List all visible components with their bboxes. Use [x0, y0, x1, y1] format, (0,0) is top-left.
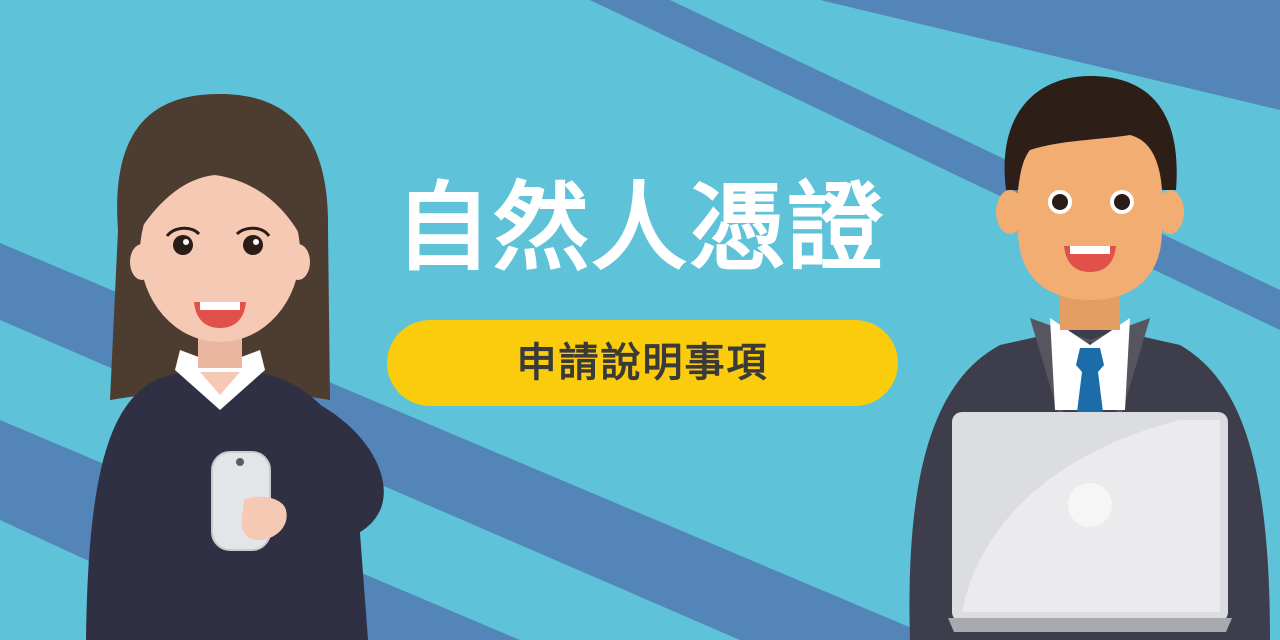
man-eye-right: [1114, 194, 1130, 210]
woman-teeth: [200, 302, 240, 310]
woman-arm: [262, 395, 384, 546]
businessman-illustration: [909, 76, 1270, 640]
woman-eye-right: [243, 235, 263, 255]
man-eye-left: [1052, 194, 1068, 210]
woman-ear-right: [286, 244, 310, 280]
businesswoman-illustration: [86, 94, 384, 640]
woman-hand: [241, 496, 287, 540]
man-tie: [1076, 348, 1104, 420]
woman-lash-left: [165, 226, 201, 238]
woman-eye-shine-left: [183, 239, 189, 245]
woman-eye-left: [173, 235, 193, 255]
phone-camera: [236, 458, 244, 466]
woman-ear-left: [130, 244, 154, 280]
stripe-top-right: [820, 0, 1280, 110]
man-ear-left: [996, 190, 1024, 234]
laptop-logo: [1068, 483, 1112, 527]
banner-title: 自然人憑證: [395, 172, 885, 284]
laptop-base: [948, 618, 1232, 632]
man-teeth: [1070, 246, 1110, 254]
woman-eye-shine-right: [253, 239, 259, 245]
subtitle-pill: 申請說明事項: [387, 320, 898, 406]
man-face: [1018, 118, 1162, 300]
woman-fringe: [140, 137, 300, 235]
woman-face: [140, 162, 300, 342]
man-hair: [1004, 76, 1177, 190]
woman-neckline: [200, 372, 240, 395]
man-ear-right: [1156, 190, 1184, 234]
woman-lash-right: [235, 226, 271, 237]
banner-subtitle: 申請說明事項: [516, 340, 769, 386]
